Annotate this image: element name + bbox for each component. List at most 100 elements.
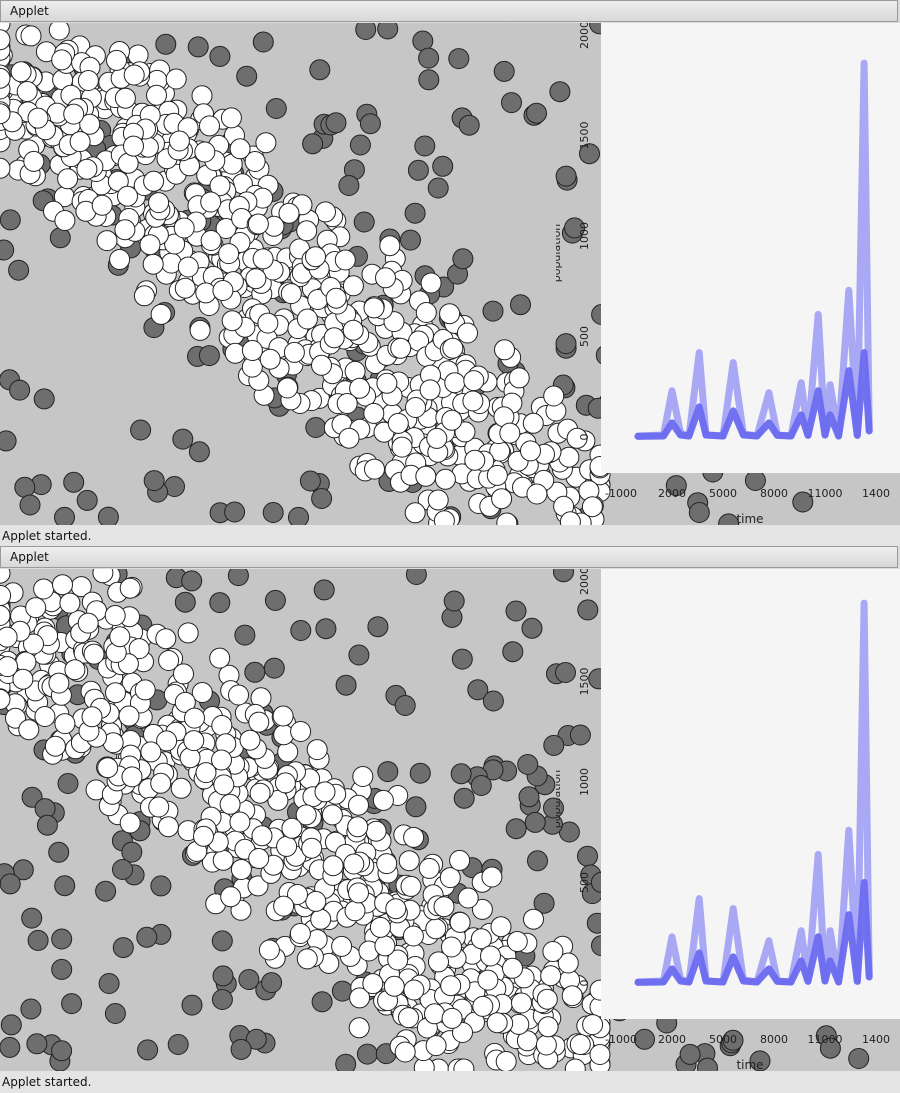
prey-particle — [377, 373, 397, 393]
prey-particle — [220, 794, 240, 814]
predator-particle — [395, 696, 415, 716]
prey-particle — [512, 993, 532, 1013]
predator-particle — [0, 1037, 20, 1057]
y-tick-label: 0 — [578, 434, 591, 441]
prey-particle — [349, 883, 369, 903]
prey-particle — [53, 575, 73, 595]
prey-particle — [0, 158, 10, 178]
predator-particle — [77, 490, 97, 510]
prey-particle — [64, 104, 84, 124]
prey-particle — [159, 651, 179, 671]
prey-particle — [212, 750, 232, 770]
predator-particle — [419, 70, 439, 90]
predator-particle — [10, 380, 30, 400]
prey-particle — [214, 775, 234, 795]
prey-particle — [376, 268, 396, 288]
prey-particle — [78, 71, 98, 91]
prey-particle — [258, 313, 278, 333]
prey-particle — [231, 860, 251, 880]
predator-particle — [494, 61, 514, 81]
predator-particle — [168, 1035, 188, 1055]
y-tick-label: 1000 — [578, 222, 591, 250]
predator-particle — [316, 619, 336, 639]
predator-particle — [326, 113, 346, 133]
prey-particle — [158, 817, 178, 837]
prey-particle — [248, 214, 268, 234]
prey-particle — [17, 82, 37, 102]
prey-particle — [278, 742, 298, 762]
prey-particle — [450, 850, 470, 870]
prey-particle — [420, 380, 440, 400]
predator-particle — [245, 662, 265, 682]
x-tick-label: 5000 — [709, 487, 737, 500]
prey-particle — [184, 731, 204, 751]
predator-particle — [55, 876, 75, 896]
predator-particle — [113, 938, 133, 958]
prey-particle — [240, 730, 260, 750]
x-tick-label: 1400 — [862, 1033, 890, 1046]
x-tick-label: 11000 — [808, 487, 843, 500]
prey-particle — [156, 629, 176, 649]
prey-particle — [84, 644, 104, 664]
prey-particle — [134, 286, 154, 306]
prey-particle — [200, 116, 220, 136]
prey-particle — [110, 627, 130, 647]
predator-particle — [471, 776, 491, 796]
prey-particle — [166, 69, 186, 89]
prey-particle — [242, 341, 262, 361]
prey-particle — [34, 579, 54, 599]
prey-particle — [375, 936, 395, 956]
prey-particle — [278, 378, 298, 398]
predator-particle — [212, 990, 232, 1010]
predator-particle — [235, 625, 255, 645]
prey-particle — [391, 338, 411, 358]
prey-particle — [315, 782, 335, 802]
predator-particle — [522, 618, 542, 638]
prey-particle — [140, 235, 160, 255]
applet-title-bar: Applet — [0, 546, 898, 568]
predator-particle — [525, 812, 545, 832]
predator-particle — [182, 995, 202, 1015]
prey-particle — [487, 1013, 507, 1033]
prey-series-line — [638, 603, 869, 982]
y-tick-label: 2000 — [578, 569, 591, 595]
prey-particle — [343, 320, 363, 340]
predator-series-line — [638, 883, 869, 983]
prey-particle — [291, 722, 311, 742]
prey-particle — [11, 62, 31, 82]
prey-particle — [49, 673, 69, 693]
prey-particle — [55, 211, 75, 231]
x-tick-label: 2000 — [658, 1033, 686, 1046]
prey-particle — [230, 139, 250, 159]
prey-particle — [302, 838, 322, 858]
prey-particle — [478, 970, 498, 990]
prey-particle — [428, 490, 448, 510]
predator-particle — [9, 260, 29, 280]
prey-particle — [97, 231, 117, 251]
prey-particle — [370, 917, 390, 937]
predator-particle — [357, 1044, 377, 1064]
predator-particle — [483, 301, 503, 321]
predator-particle — [0, 431, 16, 451]
prey-particle — [337, 394, 357, 414]
prey-particle — [45, 736, 65, 756]
prey-particle — [65, 660, 85, 680]
prey-particle — [277, 836, 297, 856]
prey-particle — [496, 1052, 516, 1072]
prey-particle — [425, 1004, 445, 1024]
prey-particle — [201, 192, 221, 212]
predator-particle — [50, 228, 70, 248]
prey-particle — [421, 273, 441, 293]
predator-particle — [99, 974, 119, 994]
predator-particle — [34, 389, 54, 409]
prey-particle — [210, 648, 230, 668]
prey-particle — [380, 236, 400, 256]
predator-particle — [511, 295, 531, 315]
prey-particle — [279, 203, 299, 223]
prey-particle — [124, 136, 144, 156]
prey-particle — [115, 88, 135, 108]
